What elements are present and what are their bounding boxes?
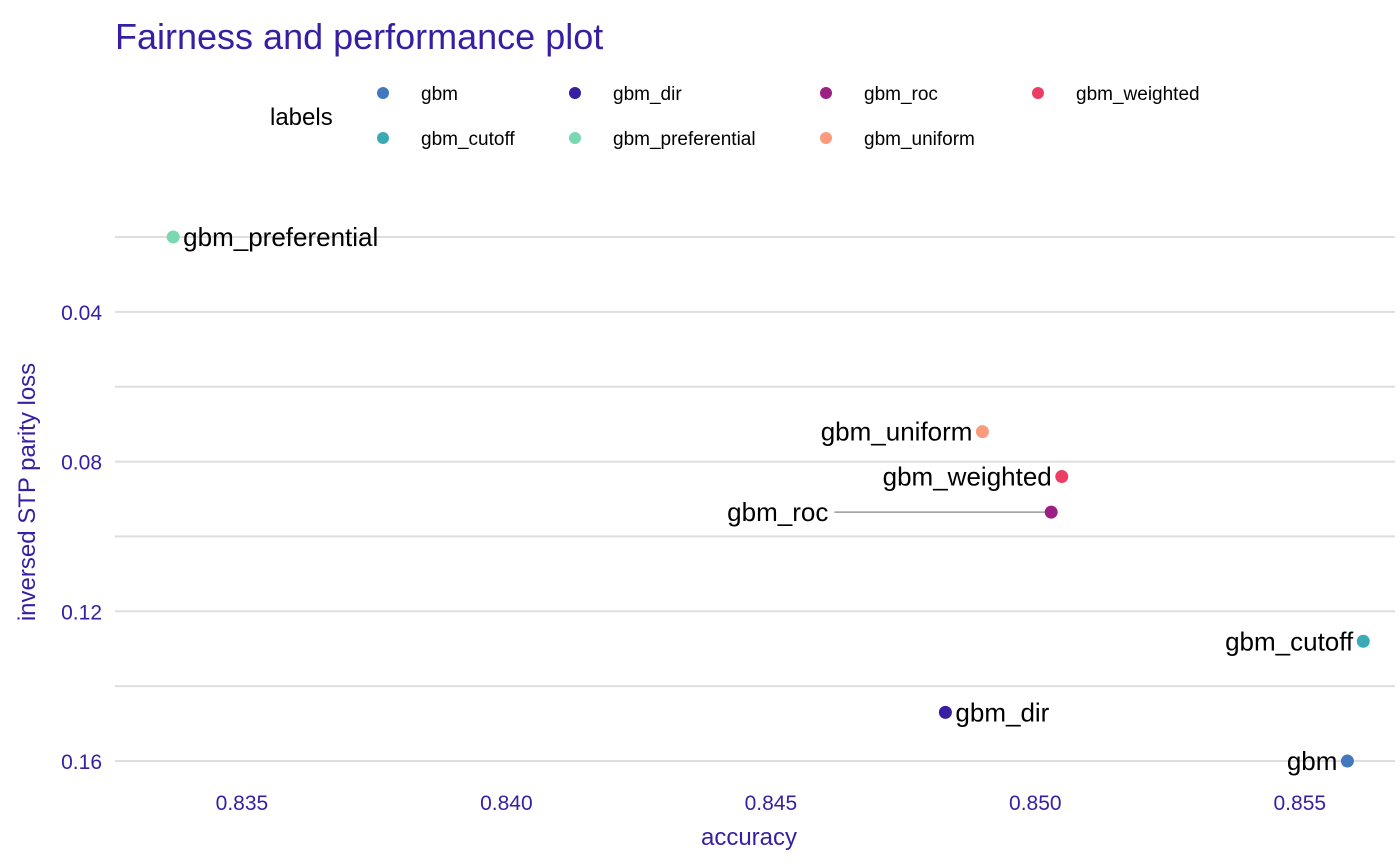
legend-key xyxy=(569,132,581,144)
point-label: gbm_cutoff xyxy=(1225,626,1354,656)
x-axis-label: accuracy xyxy=(701,824,797,851)
legend-key xyxy=(820,87,832,99)
chart-title: Fairness and performance plot xyxy=(115,16,603,57)
point-labels: gbm_preferential gbm_uniform gbm_weightedg… xyxy=(183,222,1354,776)
x-axis-ticks: 0.835 0.840 0.845 0.850 0.855 xyxy=(216,792,1326,815)
y-axis-label: inversed STP parity loss xyxy=(14,363,41,621)
x-tick-label: 0.850 xyxy=(1009,792,1062,815)
point-label: gbm_roc xyxy=(727,497,828,527)
data-point xyxy=(1356,634,1370,648)
legend-title: labels xyxy=(270,104,333,131)
legend-entry-label: gbm_uniform xyxy=(864,129,975,150)
data-point xyxy=(1340,754,1354,768)
data-point xyxy=(975,425,989,439)
y-axis-ticks: 0.04 0.08 0.12 0.16 xyxy=(61,302,102,774)
legend-key xyxy=(569,87,581,99)
legend-entry-label: gbm_dir xyxy=(613,84,682,105)
x-tick-label: 0.855 xyxy=(1274,792,1327,815)
point-label: gbm_uniform xyxy=(821,417,973,447)
legend: labels gbm gbm_dir gbm_roc gbm_weighted gbm_… xyxy=(270,84,1200,150)
legend-key xyxy=(377,87,389,99)
legend-key xyxy=(377,132,389,144)
legend-entry-label: gbm xyxy=(421,84,458,105)
data-point xyxy=(938,705,952,719)
x-tick-label: 0.845 xyxy=(745,792,798,815)
legend-key xyxy=(1032,87,1044,99)
y-tick-label: 0.12 xyxy=(61,601,102,624)
legend-entry-label: gbm_cutoff xyxy=(421,129,515,150)
data-point xyxy=(1044,505,1058,519)
legend-entry-label: gbm_preferential xyxy=(613,129,756,150)
x-tick-label: 0.840 xyxy=(480,792,533,815)
point-label: gbm_weighted xyxy=(883,462,1052,492)
data-point xyxy=(1055,470,1069,484)
grid-lines xyxy=(115,235,1395,763)
point-label: gbm_preferential xyxy=(183,222,378,252)
legend-entry-label: gbm_weighted xyxy=(1076,84,1200,105)
point-label: gbm xyxy=(1287,746,1338,776)
data-points xyxy=(166,230,1370,768)
x-tick-label: 0.835 xyxy=(216,792,269,815)
y-tick-label: 0.16 xyxy=(61,751,102,774)
y-tick-label: 0.08 xyxy=(61,452,102,475)
y-tick-label: 0.04 xyxy=(61,302,102,325)
point-label: gbm_dir xyxy=(955,697,1049,727)
legend-key xyxy=(820,132,832,144)
legend-entry-label: gbm_roc xyxy=(864,84,938,105)
data-point xyxy=(166,230,180,244)
